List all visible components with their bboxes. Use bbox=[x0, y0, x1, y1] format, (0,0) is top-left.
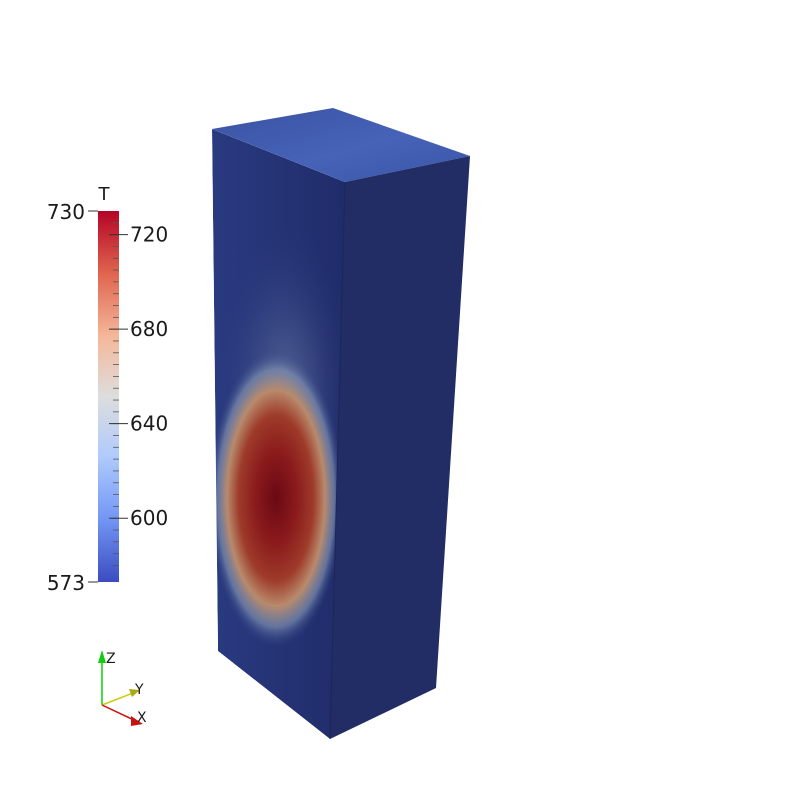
z-axis-arrowhead bbox=[98, 650, 106, 663]
block-top-face bbox=[212, 108, 470, 182]
scalar-bar-tick-label: 720 bbox=[130, 223, 168, 247]
z-axis-label: Z bbox=[106, 651, 116, 667]
y-axis-arrowhead bbox=[129, 689, 140, 697]
x-axis bbox=[101, 704, 137, 722]
scalar-bar: T 720 680 640 600 730 573 bbox=[47, 184, 168, 595]
y-axis-label: Y bbox=[134, 682, 144, 698]
orientation-axes: Z Y X bbox=[98, 650, 147, 726]
x-axis-arrowhead bbox=[131, 716, 143, 726]
scalar-bar-gradient bbox=[98, 211, 119, 582]
x-axis-label: X bbox=[137, 710, 147, 726]
range-max-label: 730 bbox=[47, 200, 85, 224]
scalar-bar-major-ticks: 720 680 640 600 bbox=[109, 223, 168, 530]
block-front-face bbox=[212, 129, 345, 739]
scalar-bar-tick-label: 680 bbox=[130, 317, 168, 341]
scalar-bar-title: T bbox=[98, 184, 111, 205]
range-min-label: 573 bbox=[47, 571, 85, 595]
hot-region bbox=[212, 348, 344, 648]
block-right-face bbox=[330, 156, 470, 739]
scalar-bar-tick-label: 600 bbox=[130, 506, 168, 530]
y-axis bbox=[101, 692, 134, 706]
temperature-block bbox=[212, 108, 470, 740]
scalar-bar-tick-label: 640 bbox=[130, 412, 168, 436]
